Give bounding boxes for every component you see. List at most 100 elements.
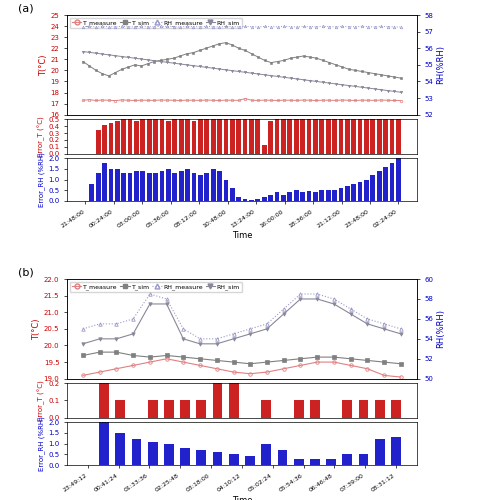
Bar	[339, 120, 343, 154]
Bar	[326, 458, 336, 465]
Y-axis label: Error_T (°C): Error_T (°C)	[38, 380, 46, 421]
Bar	[224, 180, 228, 201]
Bar	[377, 171, 382, 201]
Bar	[148, 442, 158, 465]
Bar	[389, 162, 394, 201]
Bar	[351, 120, 356, 154]
Bar	[115, 433, 125, 465]
Bar	[245, 456, 255, 465]
Bar	[153, 173, 158, 201]
Bar	[243, 120, 248, 154]
Bar	[375, 400, 385, 417]
Bar	[99, 422, 109, 465]
Text: (a): (a)	[18, 3, 34, 13]
Bar	[277, 450, 287, 465]
Bar	[274, 120, 279, 154]
Bar	[391, 400, 401, 417]
Bar	[300, 192, 305, 201]
Bar	[148, 400, 158, 417]
Bar	[211, 169, 216, 201]
Bar	[160, 171, 164, 201]
Bar	[307, 120, 311, 154]
Bar	[205, 173, 209, 201]
Bar	[217, 120, 222, 154]
Bar	[213, 384, 222, 418]
Bar	[196, 450, 206, 465]
Bar	[332, 190, 337, 201]
Legend: T_measure, T_sim, RH_measure, RH_sim: T_measure, T_sim, RH_measure, RH_sim	[70, 282, 242, 292]
Bar	[115, 400, 125, 417]
Bar	[342, 454, 352, 465]
Y-axis label: T(°C): T(°C)	[39, 54, 47, 76]
Bar	[102, 125, 107, 154]
Bar	[268, 194, 273, 201]
Bar	[230, 188, 235, 201]
Bar	[134, 120, 139, 154]
Bar	[396, 158, 401, 201]
Bar	[370, 120, 375, 154]
Bar	[229, 454, 239, 465]
Bar	[359, 400, 368, 417]
Bar	[224, 120, 228, 154]
Bar	[391, 437, 401, 465]
Bar	[345, 186, 350, 201]
Bar	[310, 458, 320, 465]
Bar	[164, 400, 174, 417]
Bar	[287, 120, 292, 154]
Bar	[326, 120, 331, 154]
Bar	[281, 120, 286, 154]
Bar	[140, 171, 145, 201]
Bar	[255, 120, 260, 154]
Bar	[185, 169, 190, 201]
Bar	[310, 400, 320, 417]
Bar	[134, 171, 139, 201]
Bar	[243, 199, 248, 201]
Bar	[96, 173, 101, 201]
Y-axis label: T(°C): T(°C)	[32, 318, 41, 340]
Bar	[359, 454, 368, 465]
Bar	[132, 440, 141, 465]
Bar	[262, 196, 267, 201]
Bar	[128, 120, 133, 154]
Bar	[236, 196, 241, 201]
Bar	[179, 171, 183, 201]
Bar	[326, 190, 331, 201]
Bar	[294, 190, 298, 201]
Bar	[147, 120, 152, 154]
Bar	[300, 120, 305, 154]
Bar	[351, 184, 356, 201]
Bar	[332, 120, 337, 154]
Bar	[262, 444, 271, 465]
Bar	[229, 384, 239, 418]
Bar	[307, 192, 311, 201]
Bar	[211, 120, 216, 154]
Bar	[383, 120, 388, 154]
Bar	[96, 130, 101, 154]
Bar	[236, 120, 241, 154]
Bar	[268, 120, 273, 154]
Bar	[109, 169, 114, 201]
Bar	[342, 400, 352, 417]
Bar	[213, 452, 222, 465]
Y-axis label: Error_RH (%RH): Error_RH (%RH)	[39, 416, 46, 471]
Bar	[198, 176, 203, 201]
Bar	[166, 120, 171, 154]
Bar	[140, 120, 145, 154]
Bar	[205, 120, 209, 154]
Bar	[230, 120, 235, 154]
Bar	[294, 120, 298, 154]
Bar	[172, 120, 177, 154]
Bar	[180, 448, 190, 465]
X-axis label: Time: Time	[232, 496, 252, 500]
Bar	[249, 200, 254, 201]
Bar	[364, 120, 369, 154]
Bar	[281, 194, 286, 201]
Bar	[319, 190, 324, 201]
Bar	[262, 146, 267, 154]
Bar	[192, 173, 196, 201]
Y-axis label: RH(%RH): RH(%RH)	[436, 46, 445, 84]
Bar	[274, 192, 279, 201]
Bar	[358, 120, 363, 154]
Bar	[370, 176, 375, 201]
Bar	[364, 180, 369, 201]
